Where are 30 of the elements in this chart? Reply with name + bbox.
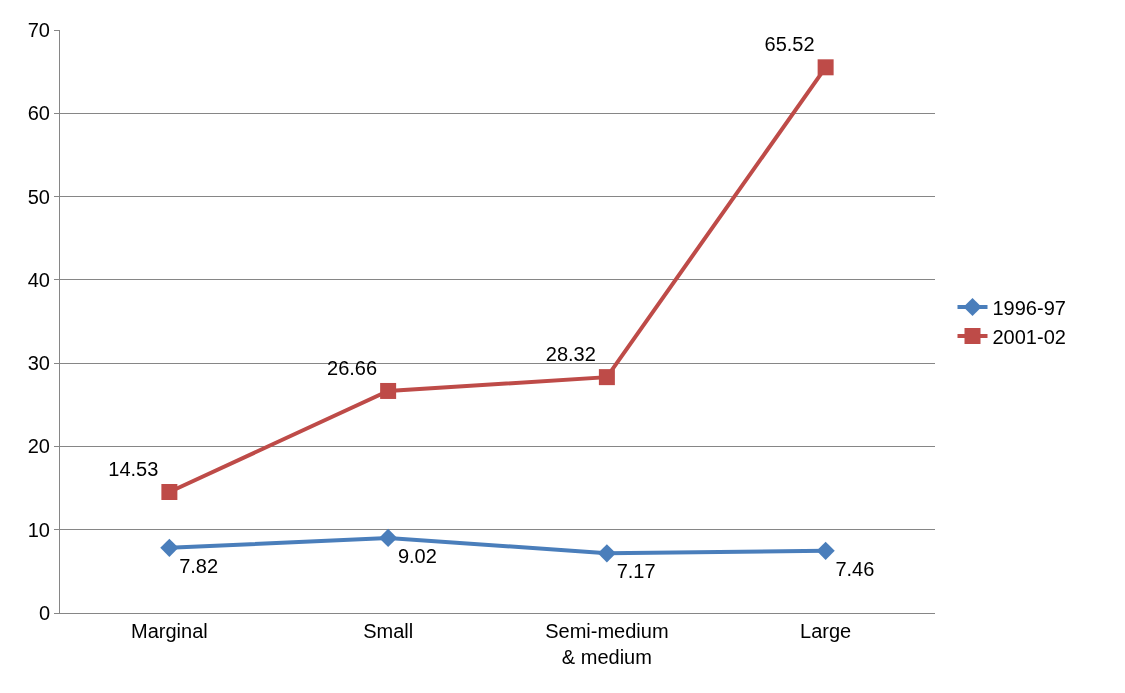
y-tick-label: 70 <box>27 19 50 41</box>
y-tick-label: 40 <box>27 268 50 291</box>
y-tick-label: 20 <box>27 435 50 458</box>
x-tick-label: Semi-medium & medium <box>545 620 669 668</box>
point <box>817 59 834 76</box>
y-tick-label: 60 <box>27 102 50 125</box>
point <box>598 369 615 386</box>
legend-label: 1996-97 <box>992 296 1066 319</box>
point <box>161 483 178 500</box>
y-tick-label: 30 <box>27 352 50 375</box>
point <box>816 541 835 560</box>
data-label: 65.52 <box>764 33 815 56</box>
x-tick-label: Large <box>800 620 852 642</box>
data-label: 9.02 <box>397 544 437 567</box>
data-label: 26.66 <box>327 356 378 379</box>
x-tick-label: Marginal <box>131 620 208 642</box>
legend-label: 2001-02 <box>992 325 1066 348</box>
x-tick-label: Small <box>363 620 414 642</box>
point <box>160 538 179 557</box>
point <box>379 528 398 547</box>
y-tick-label: 10 <box>27 518 50 541</box>
data-label: 28.32 <box>545 343 596 366</box>
point <box>597 544 616 563</box>
data-label: 7.17 <box>616 560 656 583</box>
data-label: 7.46 <box>835 557 875 580</box>
y-tick-label: 50 <box>27 185 50 208</box>
data-label: 14.53 <box>108 457 159 480</box>
y-tick-label: 0 <box>38 602 50 624</box>
data-label: 7.82 <box>179 554 219 577</box>
point <box>380 382 397 399</box>
